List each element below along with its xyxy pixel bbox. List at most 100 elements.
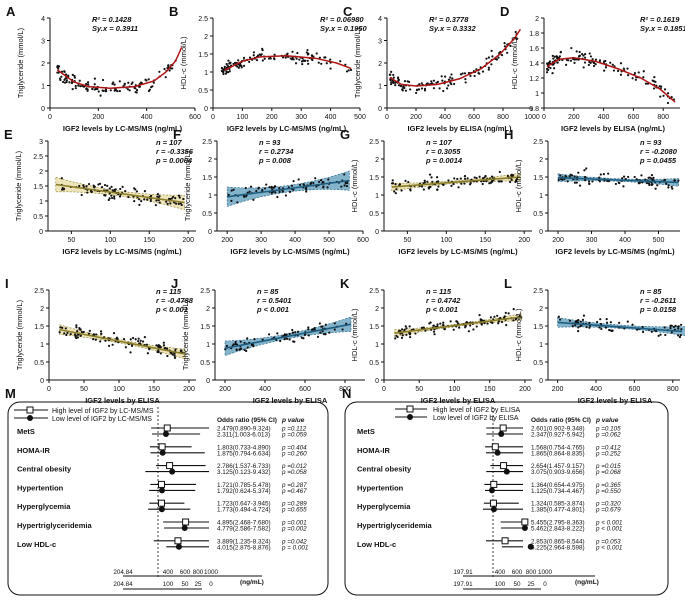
data-point: [255, 58, 259, 62]
data-point: [64, 77, 67, 80]
panel-L: L 0 0.5 1 1.5 2 2.5 200 400 600 800 IGF2 levels by …: [504, 276, 685, 405]
data-point: [289, 57, 292, 60]
data-point: [291, 50, 294, 53]
or-marker-circle: [175, 543, 182, 550]
data-point: [436, 80, 439, 83]
data-point: [301, 62, 304, 66]
or-text: 1.385(0.477-4.801): [531, 507, 585, 514]
panel-F: F 0 0.5 1 1.5 2 2.5 200 300 400 500 600 IGF2 levels …: [173, 127, 369, 256]
row-label: Hyperglycemia: [357, 502, 411, 511]
data-point: [490, 181, 493, 184]
data-point: [58, 77, 62, 80]
data-point: [290, 184, 294, 187]
data-point: [126, 88, 129, 91]
data-point: [480, 323, 483, 326]
data-point: [118, 89, 121, 93]
data-point: [70, 81, 73, 85]
data-point: [333, 328, 336, 331]
or-text: 3.125(0.123-9.432): [217, 469, 271, 476]
data-point: [455, 320, 458, 323]
y-tick-label: 1.5: [533, 324, 543, 331]
data-point: [74, 87, 77, 90]
p-text: p = 0.001: [281, 544, 308, 551]
data-point: [609, 321, 612, 324]
data-point: [392, 76, 395, 79]
data-point: [166, 202, 169, 205]
or-text: 5.462(2.843-8.222): [531, 526, 585, 533]
y-axis-label: Triglyceride (mmol/L): [183, 150, 192, 221]
data-point: [551, 72, 554, 75]
panel-label: N: [342, 386, 351, 401]
x-tick-label: 0: [382, 386, 386, 393]
x-tick-label: 400: [289, 237, 301, 244]
data-point: [427, 186, 430, 189]
data-point: [680, 328, 683, 331]
axis-top-label: 1000: [204, 569, 219, 576]
data-point: [650, 183, 653, 186]
data-point: [162, 344, 166, 347]
data-point: [414, 332, 417, 335]
data-point: [545, 71, 549, 74]
data-point: [473, 176, 476, 179]
data-point: [225, 62, 228, 66]
data-point: [637, 182, 640, 185]
data-point: [315, 185, 318, 188]
x-tick-label: 800: [339, 386, 351, 393]
p-text: p =0.105: [595, 426, 621, 433]
y-tick-label: 3: [41, 39, 45, 46]
y-tick-label: 2: [535, 16, 539, 23]
p-text: p =0.404: [281, 444, 307, 451]
y-tick-label: 1.5: [200, 324, 210, 331]
panel-label: E: [4, 127, 13, 142]
data-point: [138, 203, 141, 206]
data-point: [93, 77, 96, 80]
or-text: 3.075(0.903-9.656): [531, 469, 585, 476]
x-tick-label: 300: [255, 237, 267, 244]
x-tick-label: 500: [323, 237, 335, 244]
data-point: [436, 323, 439, 326]
axis-top-label: 400: [495, 569, 506, 576]
data-point: [69, 333, 72, 336]
data-point: [137, 198, 141, 201]
or-marker-circle: [490, 506, 497, 513]
data-point: [463, 182, 466, 185]
data-point: [307, 334, 310, 337]
data-point: [263, 57, 266, 60]
data-point: [174, 197, 177, 200]
x-tick-label: 300: [295, 114, 307, 121]
data-point: [428, 173, 432, 176]
data-point: [140, 200, 143, 203]
data-point: [288, 190, 292, 193]
data-point: [155, 199, 158, 202]
data-point: [223, 65, 226, 68]
x-tick-label: 200: [92, 114, 104, 121]
data-point: [174, 348, 177, 351]
data-point: [665, 182, 668, 185]
x-tick-label: 0: [385, 114, 389, 121]
data-point: [400, 336, 404, 339]
data-point: [640, 174, 643, 177]
data-point: [485, 57, 488, 60]
data-point: [515, 177, 519, 181]
data-point: [650, 330, 653, 333]
data-point: [159, 346, 162, 349]
data-point: [616, 69, 620, 73]
data-point: [285, 337, 289, 340]
data-point: [450, 184, 453, 187]
data-point: [293, 340, 296, 343]
data-point: [397, 330, 401, 333]
x-tick-label: 400: [590, 386, 602, 393]
data-point: [63, 70, 66, 74]
stat-text: p = 0.0158: [639, 305, 677, 314]
data-point: [436, 188, 439, 191]
data-point: [252, 198, 255, 201]
data-point: [298, 58, 301, 61]
data-point: [569, 59, 573, 62]
data-point: [487, 68, 490, 71]
data-point: [57, 67, 60, 70]
data-point: [607, 172, 610, 175]
or-text: 1.364(0.654-4.975): [531, 482, 585, 489]
data-point: [672, 325, 675, 328]
data-point: [151, 85, 154, 88]
